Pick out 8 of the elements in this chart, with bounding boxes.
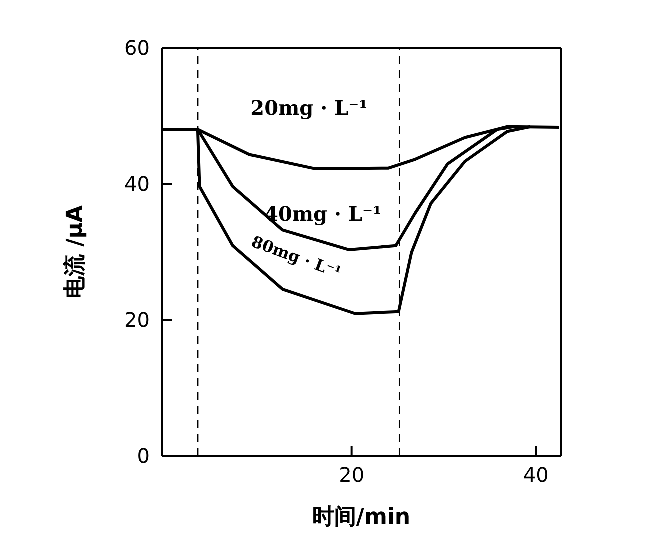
series-label: 20mg · L⁻¹ — [250, 96, 368, 120]
y-axis-title: 电流 /μA — [62, 206, 88, 298]
y-tick-label: 40 — [124, 172, 150, 196]
y-tick-label: 0 — [137, 444, 150, 468]
x-axis-title: 时间/min — [312, 505, 411, 530]
y-tick-label: 60 — [124, 36, 150, 60]
series-label: 40mg · L⁻¹ — [264, 202, 382, 226]
y-tick-label: 20 — [124, 308, 150, 332]
